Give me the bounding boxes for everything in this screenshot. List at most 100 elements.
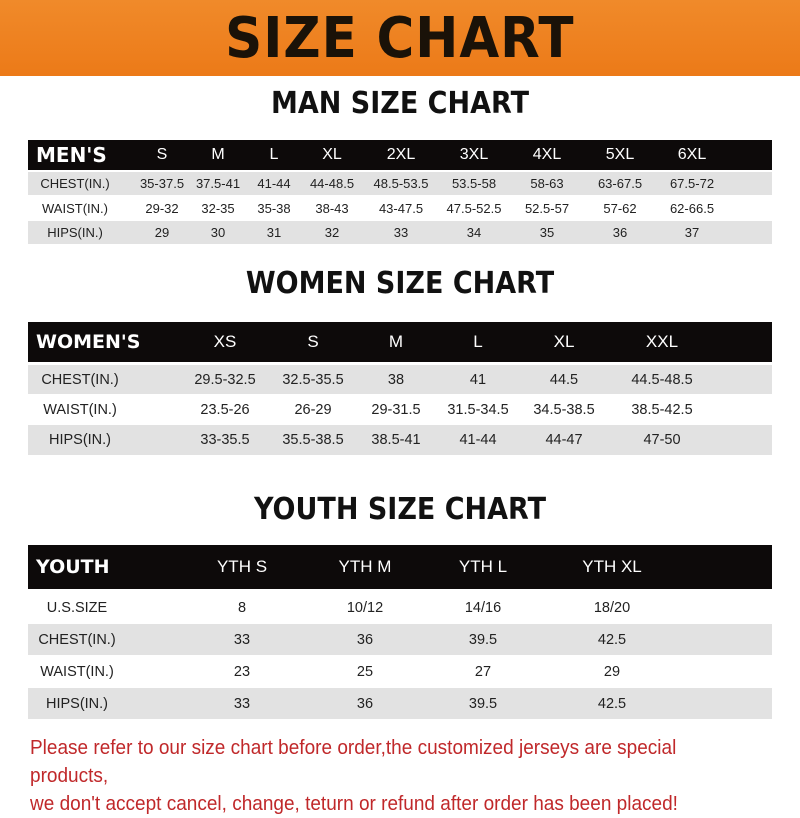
- table-cell: 47-50: [643, 432, 681, 448]
- table-cell: 44.5-48.5: [631, 371, 693, 388]
- table-cell: 39.5: [468, 695, 498, 712]
- table-cell: 14/16: [464, 599, 502, 616]
- table-cell: 35-38: [257, 201, 291, 216]
- table-cell: 23: [233, 663, 251, 680]
- table-row: CHEST(IN.) 29.5-32.5 32.5-35.5 38 41 44.5 44.5…: [28, 365, 772, 394]
- row-label: CHEST(IN.): [38, 631, 116, 648]
- table-cell: 38-43: [315, 201, 349, 216]
- table-cell: 39.5: [468, 631, 498, 648]
- table-cell: 36: [612, 225, 628, 240]
- table-cell: 48.5-53.5: [373, 176, 429, 191]
- table-cell: 29.5-32.5: [194, 371, 256, 388]
- row-label: HIPS(IN.): [45, 695, 109, 712]
- table-cell: 31: [266, 225, 282, 240]
- note-line: we don't accept cancel, change, teturn o…: [30, 793, 678, 815]
- size-header: M: [388, 332, 404, 351]
- table-cell: 62-66.5: [669, 201, 715, 216]
- table-cell: 33-35.5: [200, 432, 250, 448]
- size-header: XXL: [645, 332, 679, 351]
- table-row: HIPS(IN.) 29 30 31 32 33 34 35 36 37: [28, 221, 772, 244]
- row-label: CHEST(IN.): [40, 176, 110, 191]
- table-cell: 58-63: [530, 176, 564, 191]
- table-row: CHEST(IN.) 33 36 39.5 42.5: [28, 624, 772, 655]
- row-label: CHEST(IN.): [41, 371, 119, 388]
- row-label: WAIST(IN.): [43, 401, 117, 418]
- table-cell: 36: [356, 631, 374, 648]
- table-cell: 41-44: [257, 176, 291, 191]
- table-cell: 34.5-38.5: [533, 401, 595, 418]
- row-label: HIPS(IN.): [48, 432, 112, 448]
- table-cell: 25: [356, 663, 374, 680]
- size-header: S: [156, 146, 168, 163]
- size-header: 3XL: [459, 146, 489, 163]
- table-cell: 33: [233, 695, 251, 712]
- table-cell: 32: [324, 225, 340, 240]
- header-label: MEN'S: [36, 143, 107, 167]
- table-cell: 41: [469, 371, 487, 388]
- row-label: HIPS(IN.): [47, 225, 103, 240]
- table-cell: 37.5-41: [195, 176, 241, 191]
- table-header-row: WOMEN'S XS S M L XL XXL: [28, 322, 772, 362]
- size-header: YTH M: [338, 557, 392, 576]
- table-cell: 35-37.5: [139, 176, 185, 191]
- table-title: MAN SIZE CHART: [271, 86, 529, 121]
- table-cell: 44.5: [549, 371, 579, 388]
- table-cell: 26-29: [294, 401, 332, 418]
- size-header: 4XL: [532, 146, 562, 163]
- table-cell: 38.5-42.5: [631, 401, 693, 418]
- table-title: YOUTH SIZE CHART: [253, 492, 547, 527]
- table-cell: 37: [684, 225, 700, 240]
- table-cell: 53.5-58: [451, 176, 497, 191]
- table-cell: 18/20: [593, 599, 631, 616]
- size-header: XS: [213, 332, 237, 351]
- table-cell: 43-47.5: [378, 201, 424, 216]
- table-cell: 32-35: [201, 201, 235, 216]
- table-cell: 42.5: [597, 631, 627, 648]
- banner-title: SIZE CHART: [225, 5, 575, 71]
- table-cell: 63-67.5: [597, 176, 643, 191]
- size-header: XL: [322, 146, 342, 163]
- size-header: YTH XL: [582, 557, 642, 576]
- size-header: 5XL: [605, 146, 635, 163]
- table-cell: 29: [154, 225, 170, 240]
- table-cell: 44-47: [545, 432, 583, 448]
- table-row: HIPS(IN.) 33 36 39.5 42.5: [28, 688, 772, 719]
- table-cell: 42.5: [597, 695, 627, 712]
- table-cell: 34: [466, 225, 482, 240]
- size-header: L: [269, 146, 279, 163]
- table-row: U.S.SIZE 8 10/12 14/16 18/20: [28, 592, 772, 623]
- table-row: HIPS(IN.) 33-35.5 35.5-38.5 38.5-41 41-44 44-…: [28, 425, 772, 455]
- size-header: 2XL: [386, 146, 416, 163]
- table-cell: 33: [393, 225, 409, 240]
- table-row: WAIST(IN.) 23.5-26 26-29 29-31.5 31.5-34.5 34…: [28, 395, 772, 424]
- table-cell: 67.5-72: [669, 176, 715, 191]
- table-row: CHEST(IN.) 35-37.5 37.5-41 41-44 44-48.5 48.5…: [28, 172, 772, 195]
- size-header: L: [473, 332, 483, 351]
- table-cell: 41-44: [459, 432, 497, 448]
- table-cell: 38: [387, 371, 405, 388]
- table-cell: 52.5-57: [524, 201, 570, 216]
- disclaimer-note: Please refer to our size chart before or…: [30, 734, 752, 818]
- table-cell: 23.5-26: [200, 401, 250, 418]
- row-label: WAIST(IN.): [42, 201, 108, 216]
- size-header: YTH L: [458, 557, 508, 576]
- row-label: U.S.SIZE: [46, 599, 108, 616]
- size-header: M: [211, 146, 225, 163]
- row-label: WAIST(IN.): [40, 663, 114, 680]
- table-cell: 8: [237, 599, 247, 616]
- table-cell: 29-31.5: [371, 401, 421, 418]
- table-cell: 29: [603, 663, 621, 680]
- table-cell: 35.5-38.5: [282, 432, 344, 448]
- size-header: 6XL: [677, 146, 707, 163]
- table-title: WOMEN SIZE CHART: [245, 266, 555, 301]
- table-cell: 29-32: [145, 201, 179, 216]
- table-cell: 27: [474, 663, 492, 680]
- banner: SIZE CHART: [0, 0, 800, 76]
- table-row: WAIST(IN.) 23 25 27 29: [28, 656, 772, 687]
- table-header-row: MEN'S S M L XL 2XL 3XL 4XL 5XL 6XL: [28, 140, 772, 170]
- header-label: WOMEN'S: [36, 331, 141, 353]
- table-header-row: YOUTH YTH S YTH M YTH L YTH XL: [28, 545, 772, 589]
- size-header: XL: [553, 332, 575, 351]
- table-cell: 30: [210, 225, 226, 240]
- table-cell: 36: [356, 695, 374, 712]
